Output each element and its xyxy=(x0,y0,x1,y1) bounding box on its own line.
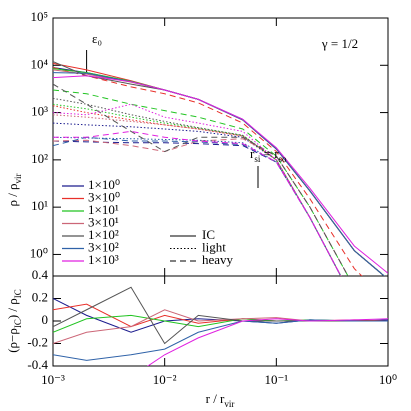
y-tick-label: 10⁵ xyxy=(30,9,48,24)
label-part: r xyxy=(250,146,255,161)
label-part: = r xyxy=(260,146,279,161)
profile-line xyxy=(53,103,342,276)
label-sub: so xyxy=(279,154,288,164)
label-sub: IC xyxy=(13,319,23,328)
profile-line xyxy=(53,130,342,276)
legend-label: 1×10³ xyxy=(88,252,119,267)
profile-line xyxy=(53,75,388,274)
annotation: ε₀ xyxy=(92,31,102,46)
residual-line xyxy=(53,286,388,345)
legend-label: 3×10² xyxy=(88,239,119,254)
y-tick-label: 0 xyxy=(42,312,49,327)
annotation: γ = 1/2 xyxy=(321,36,358,51)
legend-label: heavy xyxy=(202,252,234,267)
residual-area xyxy=(53,286,388,366)
y-tick-label: -0.4 xyxy=(27,357,48,372)
y-axis-label: (ρ−ρIC) / ρIC xyxy=(5,289,23,353)
y-axis-label: ρ / ρvir xyxy=(5,173,23,206)
legend-label: 3×10⁰ xyxy=(88,189,120,204)
legend-label: 1×10⁰ xyxy=(88,177,120,192)
x-tick-label: 10⁻³ xyxy=(41,372,65,387)
label-sub: vir xyxy=(13,173,23,183)
residual-line xyxy=(146,318,388,366)
label-sub: vir xyxy=(224,399,234,409)
legend-label: 3×10¹ xyxy=(88,214,119,229)
x-axis-label: r / rvir xyxy=(206,391,235,409)
y-tick-label: 0.4 xyxy=(32,267,49,282)
y-tick-label: 10⁴ xyxy=(30,56,48,71)
profile-line xyxy=(53,103,342,276)
y-tick-label: 0.2 xyxy=(32,289,48,304)
x-tick-label: 10⁻¹ xyxy=(264,372,288,387)
x-tick-label: 10⁰ xyxy=(379,372,397,387)
y-tick-label: 10¹ xyxy=(31,198,48,213)
label-part: r / r xyxy=(206,391,225,406)
profile-line xyxy=(53,140,342,276)
plot-area xyxy=(53,61,388,276)
label-sub: si xyxy=(254,154,261,164)
profile-line xyxy=(53,83,349,276)
label-sub: IC xyxy=(13,289,23,298)
legend-label: light xyxy=(202,239,226,254)
legend-label: IC xyxy=(202,227,215,242)
annotation: rsi = rso xyxy=(250,146,287,164)
y-tick-label: 10⁰ xyxy=(30,245,48,260)
profile-line xyxy=(53,89,349,276)
label-part: (ρ−ρ xyxy=(5,328,20,353)
y-tick-label: 10² xyxy=(31,151,48,166)
legend-label: 1×10¹ xyxy=(88,202,119,217)
legend-label: 1×10² xyxy=(88,227,119,242)
profile-line xyxy=(53,66,363,276)
x-tick-label: 10⁻² xyxy=(153,372,177,387)
label-part: ρ / ρ xyxy=(5,183,20,206)
label-part: ) / ρ xyxy=(5,298,20,319)
y-tick-label: -0.2 xyxy=(27,334,48,349)
y-tick-label: 10³ xyxy=(31,104,48,119)
